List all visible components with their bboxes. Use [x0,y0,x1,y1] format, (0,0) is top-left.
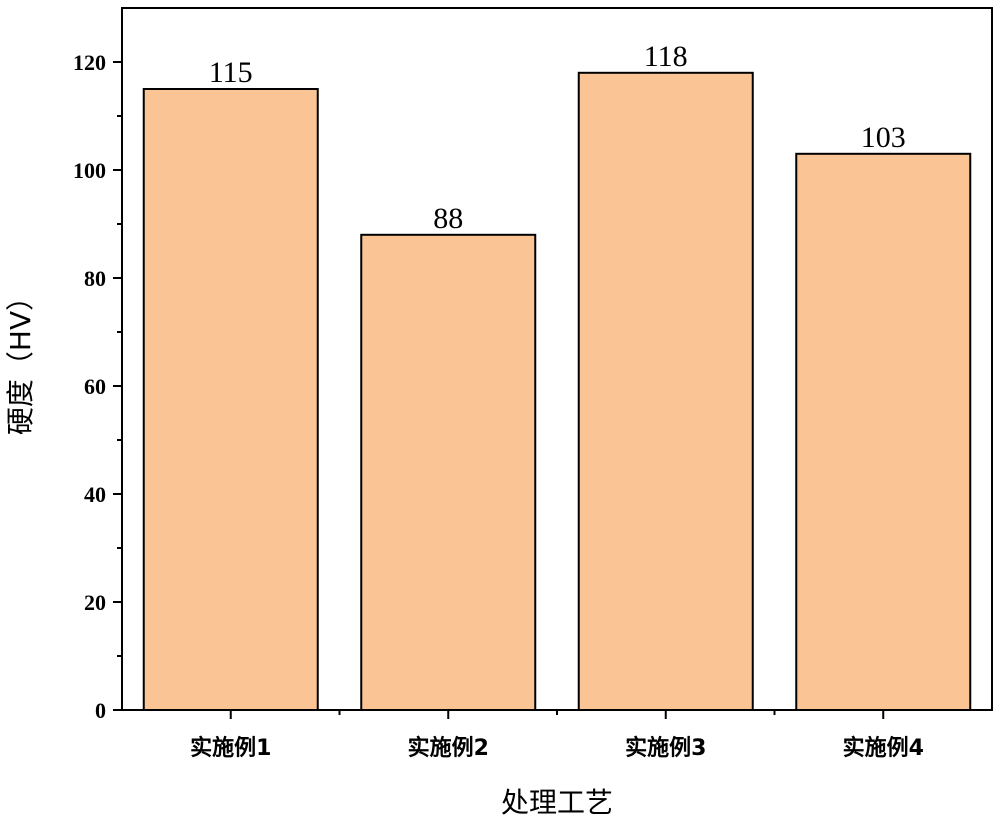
y-tick-label-80: 80 [84,266,106,291]
data-labels-layer: 115 88 118 103 [209,40,906,235]
x-axis-title: 处理工艺 [501,786,613,819]
bar-2 [360,233,537,712]
y-tick-label-0: 0 [95,698,106,723]
y-axis: 0 20 40 60 80 100 120 [73,50,122,723]
x-tick-label-3: 实施例3 [625,735,706,761]
x-tick-label-1: 实施例1 [190,735,271,761]
bar-1 [142,88,319,711]
data-label-2: 88 [433,202,463,235]
y-tick-label-40: 40 [84,482,106,507]
y-axis-title: 硬度（HV） [4,283,37,435]
bar-3 [577,71,754,712]
bar-4 [795,152,972,712]
x-tick-label-4: 实施例4 [843,735,924,761]
y-tick-label-120: 120 [73,50,106,75]
x-axis: 实施例1 实施例2 实施例3 实施例4 [190,710,924,761]
y-tick-label-60: 60 [84,374,106,399]
data-label-1: 115 [209,56,253,89]
data-label-4: 103 [861,121,906,154]
bars-layer [142,71,972,712]
data-label-3: 118 [644,40,688,73]
x-tick-label-2: 实施例2 [408,735,489,761]
y-tick-label-20: 20 [84,590,106,615]
y-tick-label-100: 100 [73,158,106,183]
